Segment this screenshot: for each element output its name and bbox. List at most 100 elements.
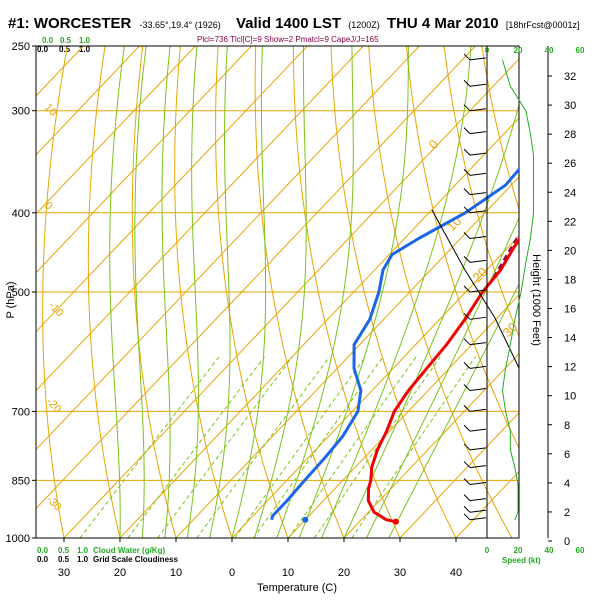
- wind-barb: [469, 210, 487, 214]
- mixing-ratio-line: [157, 356, 293, 538]
- height-tick-label: 26: [564, 158, 576, 170]
- wind-barb-flag: [463, 405, 471, 412]
- height-tick-label: 14: [564, 333, 576, 345]
- wind-speed-profile: [501, 59, 534, 520]
- isotherm-line: [63, 58, 519, 538]
- moist-adiabat: [109, 46, 125, 538]
- wind-barb-flag: [463, 169, 471, 176]
- mixing-ratio-label: 15: [321, 535, 335, 549]
- header-coords: -33.65°,19.4° (1926): [140, 20, 221, 30]
- height-tick-label: 28: [564, 129, 576, 141]
- mixing-ratio-line: [127, 356, 265, 538]
- t-tick-label: 10: [282, 567, 294, 579]
- dry-adiabat: [557, 46, 600, 538]
- temperature-line: [366, 237, 519, 524]
- dry-adiabat: [254, 46, 345, 538]
- height-tick-label: 12: [564, 362, 576, 374]
- t-tick-label: 10: [170, 567, 182, 579]
- moist-adiabat: [298, 46, 409, 538]
- header-station: #1: WORCESTER: [8, 15, 132, 32]
- wind-barb-flag: [463, 505, 471, 513]
- p-tick-label: 400: [12, 208, 30, 220]
- legend-grid-cloudiness: Grid Scale Cloudiness: [93, 555, 178, 564]
- wind-barb: [469, 465, 487, 469]
- wind-barb-flag: [463, 232, 471, 239]
- wind-barb-flag: [463, 104, 471, 112]
- p-tick-label: 500: [12, 287, 30, 299]
- wind-barb: [469, 517, 487, 521]
- wind-barb: [469, 108, 487, 112]
- wind-barb: [469, 481, 487, 485]
- moist-adiabat: [161, 46, 171, 538]
- wind-barb: [469, 388, 487, 392]
- dry-adiabat: [215, 46, 289, 538]
- legend-green-0: 0.0: [42, 36, 54, 45]
- svg-text:#1: WORCESTER -33.65°,19: #1: WORCESTER -33.65°,19.4° (1926): [8, 15, 221, 32]
- x-axis-label: Temperature (C): [257, 582, 337, 594]
- wind-barb: [469, 365, 487, 369]
- dry-adiabat: [174, 46, 233, 538]
- header-indices: Plcl=736 Tlcl[C]=9 Show=2 Pmatcl=9 CapeJ…: [197, 35, 379, 44]
- isotherm-line: [343, 353, 519, 538]
- height-tick-label: 24: [564, 187, 576, 199]
- legend-bottom-black-2: 1.0: [77, 555, 89, 564]
- wind-barb-flag: [463, 285, 471, 293]
- wind-barb-flag: [463, 312, 471, 320]
- legend-green-1: 0.5: [60, 36, 72, 45]
- height-tick-label: 2: [564, 507, 570, 519]
- dry-adiabat: [443, 46, 519, 338]
- wind-barb: [469, 152, 487, 156]
- wind-panel: 0 20 40 600 20 40 60: [431, 46, 585, 555]
- isotherm-line: [399, 412, 519, 538]
- mixing-ratio-line: [234, 356, 366, 538]
- mixing-ratio-line: [288, 356, 417, 538]
- dry-adiabat: [292, 46, 401, 538]
- wind-barb: [469, 259, 487, 263]
- wind-barb: [469, 235, 487, 239]
- isotherm-line: [36, 46, 420, 451]
- legend-bottom-black-0: 0.0: [37, 555, 49, 564]
- moist-adiabat: [186, 46, 199, 538]
- sounding-curves: [270, 167, 519, 525]
- isotherm-line: [231, 235, 519, 538]
- wind-barb: [469, 192, 487, 196]
- height-tick-label: 0: [564, 536, 570, 548]
- wind-barb-flag: [463, 513, 471, 521]
- height-tick-label: 10: [564, 391, 576, 403]
- wind-barb-flag: [463, 188, 471, 195]
- height-tick-label: 6: [564, 449, 570, 461]
- wind-barb: [469, 408, 487, 412]
- mixing-ratio-line: [253, 356, 384, 538]
- temperature-axis: 30 20 10 0 10 20 30 40: [58, 538, 462, 579]
- isotherm-line: [36, 46, 476, 510]
- t-tick-label: 40: [450, 567, 462, 579]
- wind-barb-flag: [463, 443, 471, 451]
- y-axis-label: P (hPa): [5, 281, 17, 318]
- wind-speed-bottom-tick: 40: [545, 546, 554, 555]
- p-tick-label: 850: [12, 475, 30, 487]
- mixing-ratio-label: 5: [246, 542, 257, 551]
- wind-barb: [469, 509, 487, 513]
- wind-barb-flag: [463, 79, 471, 87]
- wind-speed-bottom-tick: 0: [485, 546, 490, 555]
- p-tick-label: 1000: [6, 533, 30, 545]
- isotherm-label: -10: [46, 300, 66, 320]
- wind-barb: [469, 342, 487, 346]
- pressure-axis: 250 300 400 500 700 850 1000: [6, 41, 36, 545]
- moist-adiabat: [231, 46, 267, 538]
- mixing-ratio-line: [313, 356, 441, 538]
- mixing-ratio-label: 2: [178, 542, 189, 551]
- height-tick-label: 20: [564, 245, 576, 257]
- legend-black-0: 0.0: [37, 45, 49, 54]
- mixing-ratio-label: 10: [286, 535, 300, 549]
- parcel-line: [492, 232, 519, 279]
- wind-barb: [469, 57, 487, 61]
- t-tick-label: 30: [58, 567, 70, 579]
- height-tick-label: 30: [564, 100, 576, 112]
- wind-barb-flag: [463, 461, 471, 468]
- p-tick-label: 250: [12, 41, 30, 53]
